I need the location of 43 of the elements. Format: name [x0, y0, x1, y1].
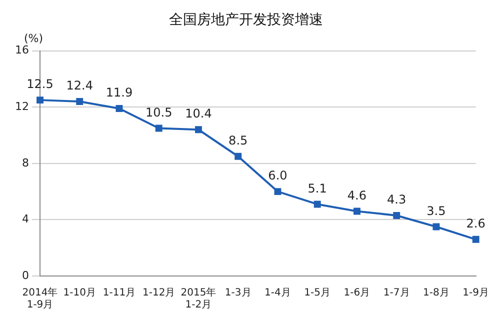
point [116, 105, 123, 112]
x-tick-label: 1-5月 [304, 288, 331, 299]
x-tick-label: 1-3月 [224, 288, 252, 299]
point [234, 152, 242, 160]
data-label: 12.4 [66, 78, 93, 93]
x-tick-label: 1-11月 [102, 288, 136, 299]
point [432, 223, 440, 230]
y-tick-label: 16 [14, 44, 29, 57]
point [472, 236, 480, 243]
data-label: 4.3 [387, 192, 406, 207]
x-tick-label: 1-4月 [264, 288, 291, 299]
point [353, 208, 360, 215]
data-label: 5.1 [308, 181, 327, 196]
data-label: 12.5 [26, 77, 54, 92]
x-tick-label: 2015年 1-2月 [180, 286, 216, 311]
data-label: 8.5 [228, 133, 248, 148]
point [314, 200, 321, 208]
point [393, 212, 400, 219]
x-tick-label: 1-7月 [383, 288, 410, 299]
point [274, 188, 282, 196]
data-label: 11.9 [106, 86, 133, 100]
x-tick-label: 1-6月 [344, 288, 370, 299]
x-tick-label: 1-12月 [142, 288, 176, 299]
point [36, 96, 44, 104]
data-label: 3.5 [426, 204, 446, 218]
y-tick-label: 0 [22, 268, 29, 282]
data-label: 10.4 [185, 106, 212, 121]
point [155, 124, 162, 132]
point [76, 98, 84, 105]
data-label: 4.6 [347, 188, 367, 202]
data-label: 10.5 [146, 105, 172, 120]
data-label: 2.6 [466, 216, 486, 231]
x-tick-label: 1-8月 [423, 288, 450, 299]
y-tick-label: 4 [22, 212, 29, 226]
data-label: 6.0 [268, 168, 288, 183]
y-tick-label: 8 [22, 156, 29, 170]
x-tick-label: 2014年 1-9月 [22, 286, 58, 311]
x-tick-label: 1-10月 [63, 288, 96, 299]
chart-title: 全国房地产开发投资增速 [169, 12, 323, 28]
x-tick-label: 1-9月 [462, 288, 490, 299]
y-tick-label: 12 [14, 100, 29, 113]
y-axis-title: (%) [24, 32, 44, 46]
point [195, 126, 202, 134]
